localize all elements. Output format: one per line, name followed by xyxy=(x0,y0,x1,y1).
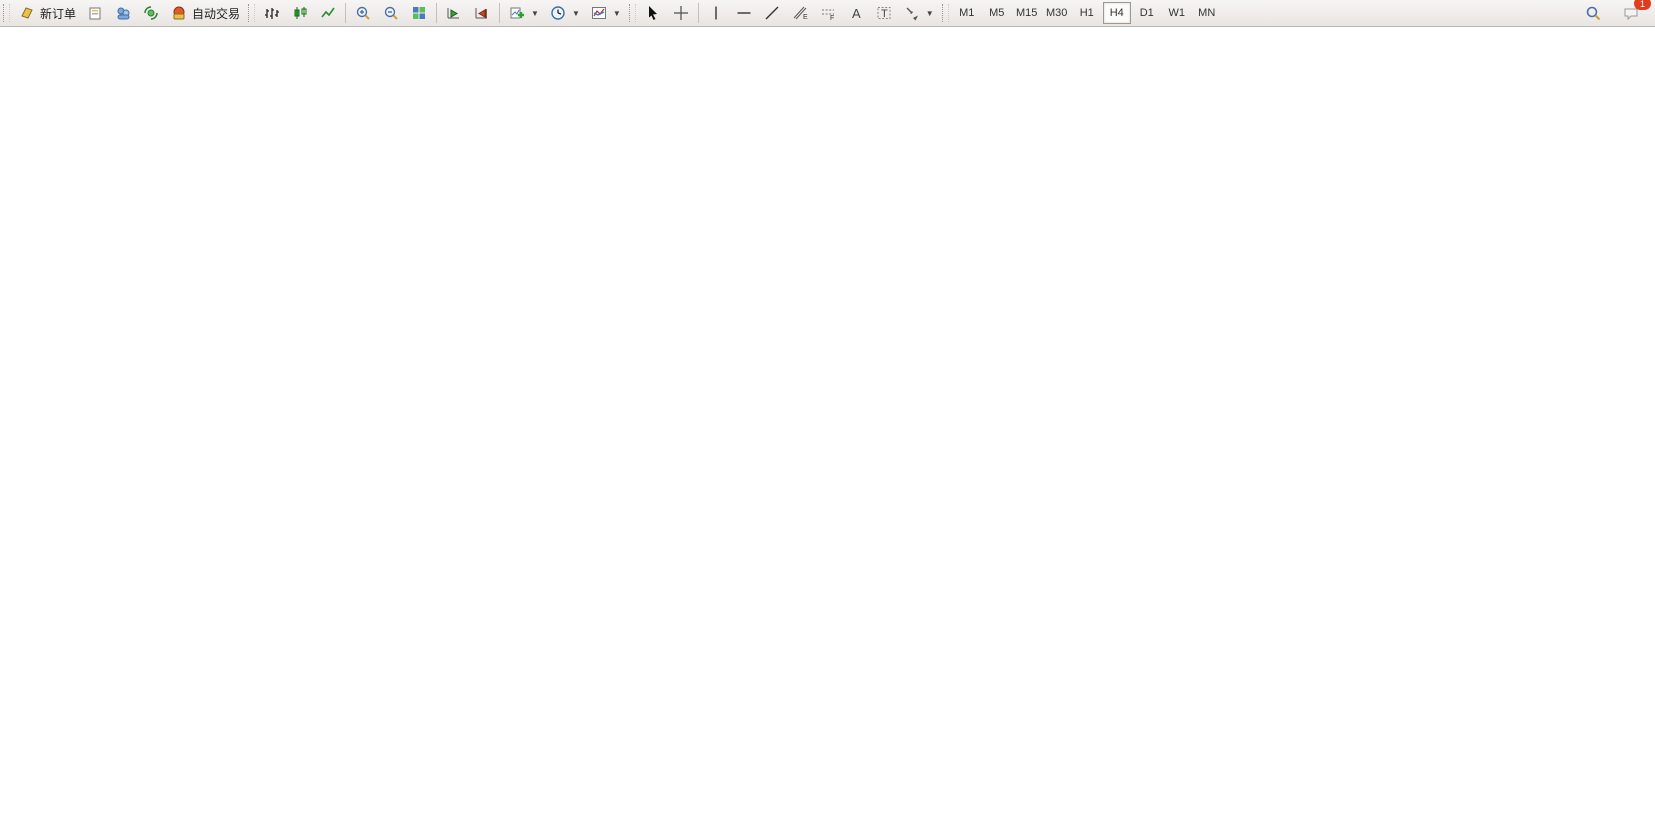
timeframe-mn-button[interactable]: MN xyxy=(1198,7,1216,19)
arrows-icon xyxy=(906,7,918,21)
auto-trading-button-label: 自动交易 xyxy=(192,6,241,21)
pluschart-icon xyxy=(510,7,525,19)
svg-text:T: T xyxy=(881,8,888,20)
open-file-button[interactable] xyxy=(81,1,109,25)
bar-chart-button[interactable] xyxy=(258,1,286,25)
indicator-icon xyxy=(591,7,606,19)
indicators-button[interactable]: ▼ xyxy=(585,1,626,25)
zoom-in-button[interactable] xyxy=(349,1,377,25)
dropdown-arrow-icon[interactable]: ▼ xyxy=(925,8,934,18)
new-order-button-label: 新订单 xyxy=(40,6,77,21)
zoom-out-button[interactable] xyxy=(377,1,405,25)
clock-icon xyxy=(551,6,565,20)
fibo-icon: E xyxy=(793,6,808,21)
toolbar-grip xyxy=(941,4,949,22)
cursor-icon xyxy=(648,6,657,20)
autoscroll-icon xyxy=(447,8,460,19)
notification-badge: 1 xyxy=(1634,0,1651,10)
toolbar-grip xyxy=(628,4,636,22)
chat-icon xyxy=(1624,8,1638,21)
candles-icon xyxy=(294,7,307,19)
candle-chart-button[interactable] xyxy=(286,1,314,25)
svg-text:A: A xyxy=(852,6,861,21)
signal-button[interactable] xyxy=(137,1,165,25)
arrows-button[interactable]: ▼ xyxy=(898,1,939,25)
chart-area[interactable] xyxy=(0,26,1655,829)
zoomin-icon xyxy=(356,6,370,20)
textbox-icon: T xyxy=(877,7,891,20)
timeframe-d1-button[interactable]: D1 xyxy=(1139,7,1154,19)
tiles-icon xyxy=(413,7,426,19)
text-label-button[interactable]: T xyxy=(870,1,898,25)
textA-icon: A xyxy=(852,6,861,21)
fibonacci-button[interactable]: E xyxy=(786,1,814,25)
zoomout-icon xyxy=(384,6,398,20)
toolbar-separator xyxy=(697,3,699,23)
chartshift-icon xyxy=(475,8,488,19)
search-button[interactable] xyxy=(1579,1,1607,25)
dropdown-arrow-icon[interactable]: ▼ xyxy=(612,8,621,18)
trend-icon xyxy=(765,6,779,20)
timeframe-w1-button[interactable]: W1 xyxy=(1168,7,1185,19)
toolbar: 新订单 自动交易 ▼ ▼ ▼ E F A T ▼ M1 M5 M15 M30 H1 H4 D1 W1 MN 1 xyxy=(0,0,1655,27)
toolbar-grip xyxy=(248,4,256,22)
svg-text:F: F xyxy=(830,15,834,22)
line-chart-button[interactable] xyxy=(314,1,342,25)
timeframe-m5-button[interactable]: M5 xyxy=(989,7,1005,19)
vertical-line-button[interactable] xyxy=(702,1,730,25)
tile-windows-button[interactable] xyxy=(405,1,433,25)
chat-button[interactable]: 1 xyxy=(1617,0,1651,25)
dropdown-arrow-icon[interactable]: ▼ xyxy=(571,8,580,18)
horizontal-line-button[interactable] xyxy=(730,1,758,25)
timeframe-m30-button[interactable]: M30 xyxy=(1046,7,1068,19)
signal-icon xyxy=(144,6,158,20)
fibo-fan-button[interactable]: F xyxy=(814,1,842,25)
text-button[interactable]: A xyxy=(842,1,870,25)
timeframe-h4-button[interactable]: H4 xyxy=(1102,2,1131,24)
cursor-button[interactable] xyxy=(639,1,667,25)
timeframe-m1-button[interactable]: M1 xyxy=(959,7,975,19)
toolbar-grip xyxy=(3,4,10,22)
toolbar-separator xyxy=(436,3,438,23)
bars-icon xyxy=(265,8,280,19)
crosshair-icon xyxy=(673,6,688,20)
users-icon xyxy=(117,7,130,20)
hline-icon xyxy=(737,12,751,14)
new-chart-button[interactable]: ▼ xyxy=(503,1,544,25)
doc2-icon xyxy=(89,7,101,20)
period-button[interactable]: ▼ xyxy=(544,1,585,25)
toolbar-separator xyxy=(499,3,501,23)
toolbar-separator xyxy=(345,3,347,23)
new-order-button[interactable]: 新订单 xyxy=(13,1,81,25)
search-icon xyxy=(1586,6,1601,21)
profile-button[interactable] xyxy=(109,1,137,25)
trendline-button[interactable] xyxy=(758,1,786,25)
vline-icon xyxy=(715,6,717,20)
svg-text:E: E xyxy=(803,14,808,21)
crosshair-button[interactable] xyxy=(667,1,695,25)
robot-icon xyxy=(173,6,185,20)
auto-trading-button[interactable]: 自动交易 xyxy=(165,1,245,25)
auto-scroll-button[interactable] xyxy=(440,1,468,25)
dropdown-arrow-icon[interactable]: ▼ xyxy=(531,8,539,18)
timeframe-h1-button[interactable]: H1 xyxy=(1079,7,1094,19)
linechart-icon xyxy=(321,7,335,18)
timeframe-m15-button[interactable]: M15 xyxy=(1016,7,1038,19)
fibofan-icon: F xyxy=(821,9,834,22)
chart-shift-button[interactable] xyxy=(468,1,496,25)
doc-icon xyxy=(21,7,33,19)
